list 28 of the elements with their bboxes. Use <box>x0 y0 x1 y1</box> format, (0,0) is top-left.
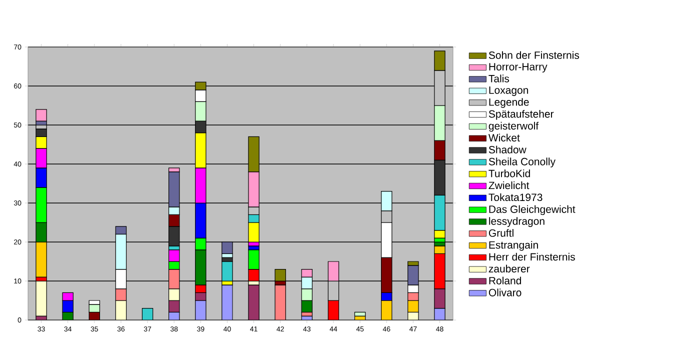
legend-label: Herr der Finsternis <box>489 252 575 261</box>
legend-label: Sohn der Finsternis <box>488 51 580 59</box>
bar <box>354 312 366 316</box>
bar <box>248 284 260 320</box>
legend-label: Wicket <box>488 134 520 142</box>
legend-label: Estrangain <box>489 240 538 251</box>
legend-label: Tokata1973 <box>488 193 542 202</box>
bar <box>222 242 233 254</box>
legend-label: Loxagon <box>489 86 528 96</box>
bar <box>222 261 233 282</box>
legend-label: geisterwolf <box>488 122 539 132</box>
legend-label: Roland <box>489 276 522 284</box>
legend-label: lessydragon <box>489 217 544 227</box>
legend-label: zauberer <box>488 264 530 272</box>
legend-label: Shadow <box>488 146 526 154</box>
legend-label: Sheila Conolly <box>488 158 556 168</box>
legend-label: TurboKid <box>488 170 530 178</box>
legend-label: Gruftl <box>488 229 514 237</box>
legend-label: Das Gleichgewicht <box>489 205 576 216</box>
legend-label: Spätaufsteher <box>488 110 554 120</box>
bar <box>36 109 47 122</box>
legend-label: Horror-Harry <box>489 63 548 73</box>
bar <box>274 269 286 282</box>
legend-label: Zwielicht <box>488 181 530 190</box>
legend-label: Olivaro <box>488 288 522 296</box>
legend-label: Talis <box>488 74 510 82</box>
legend-label: Legende <box>489 98 529 108</box>
bar <box>36 280 47 316</box>
